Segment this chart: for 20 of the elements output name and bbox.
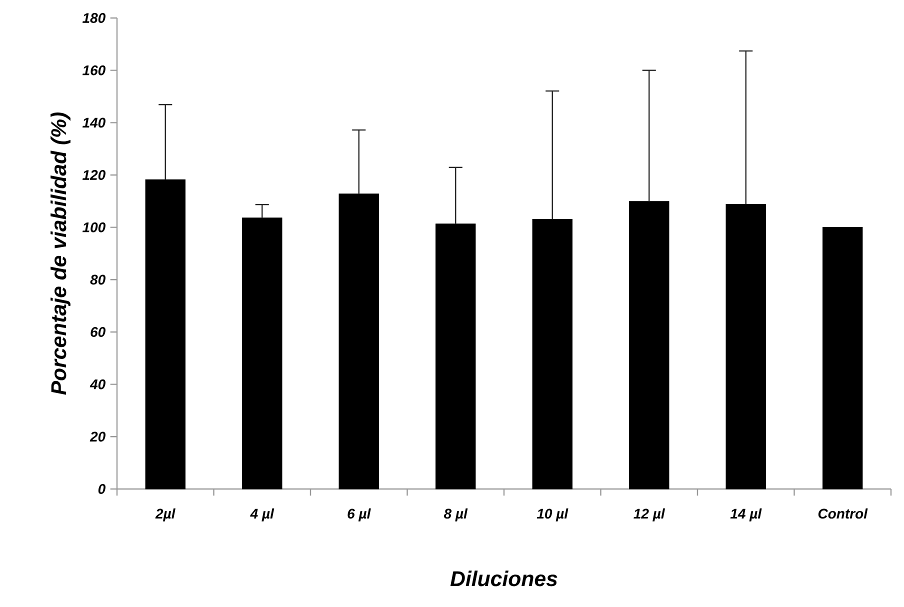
x-axis-title: Diluciones <box>450 570 558 586</box>
y-tick-label: 180 <box>82 13 106 23</box>
x-tick-label: Control <box>818 508 868 519</box>
y-tick-label: 80 <box>90 274 106 285</box>
x-tick-label: 2µl <box>155 508 176 522</box>
x-tick-label: 8 µl <box>444 508 468 522</box>
y-axis-title: Porcentaje de viabilidad (%) <box>50 112 70 395</box>
y-tick-label: 120 <box>82 170 106 180</box>
y-tick-label: 60 <box>90 327 106 337</box>
x-tick-label: 12 µl <box>634 508 666 522</box>
y-tick-label: 20 <box>90 432 106 442</box>
y-tick-label: 100 <box>82 222 106 232</box>
x-tick-label: 6 µl <box>348 508 371 522</box>
y-tick-label: 0 <box>98 484 106 494</box>
x-tick-label: 4 µl <box>250 508 274 522</box>
y-tick-label: 160 <box>82 65 106 76</box>
x-tick-label: 14 µl <box>730 508 762 522</box>
y-tick-label: 140 <box>82 118 106 128</box>
x-tick-label: 10 µl <box>536 508 568 522</box>
y-tick-label: 40 <box>90 379 106 390</box>
